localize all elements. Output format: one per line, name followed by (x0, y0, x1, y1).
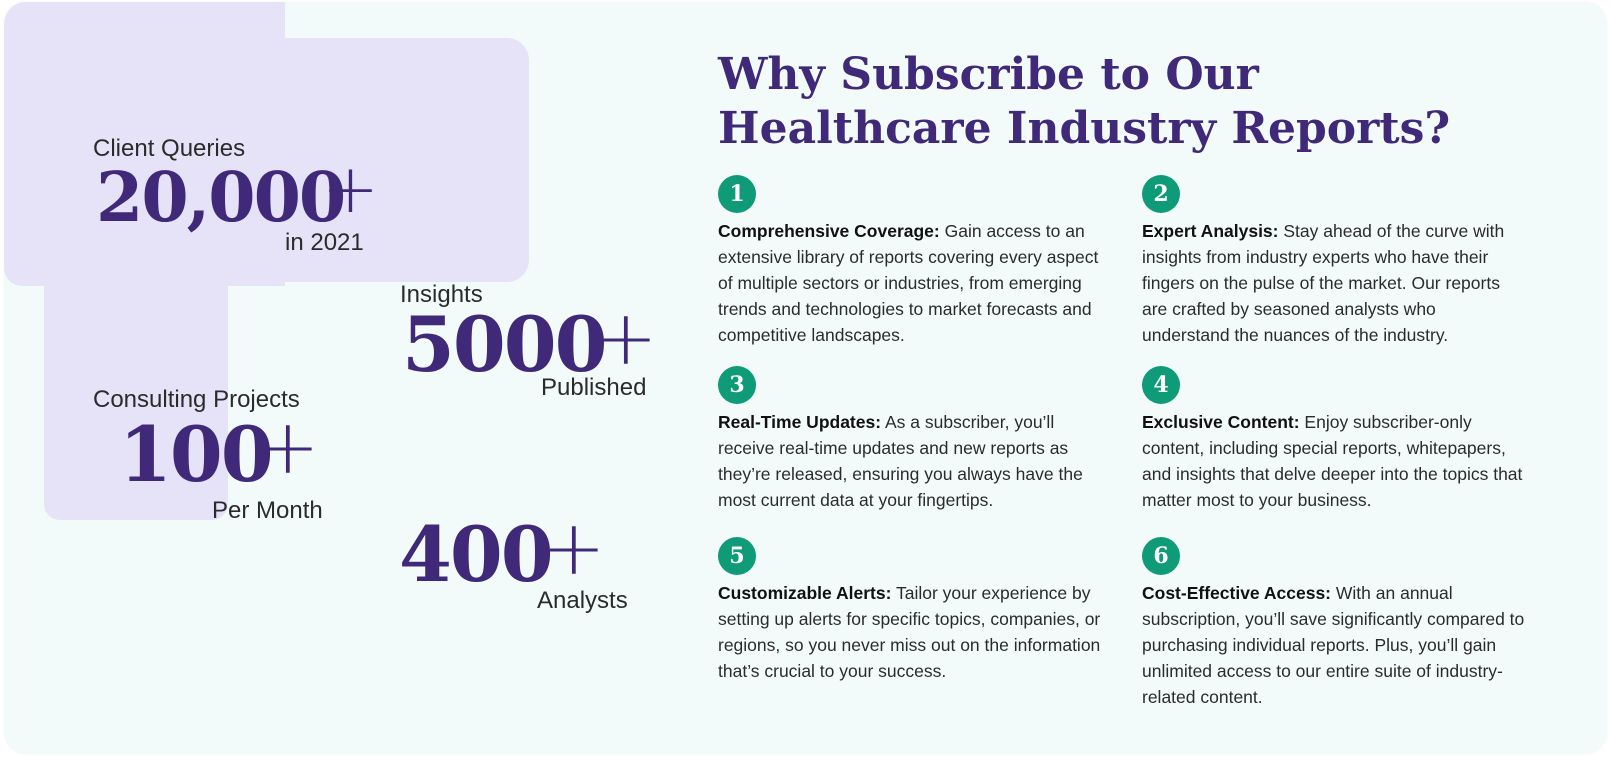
feature-item: 3 Real-Time Updates: As a subscriber, yo… (718, 366, 1103, 513)
feature-text: Enjoy subscriber-only content, including… (1142, 412, 1523, 510)
stat-insights-label: Insights (400, 281, 483, 308)
feature-item: 4 Exclusive Content: Enjoy subscriber-on… (1142, 366, 1527, 513)
feature-description: Cost-Effective Access: With an annual su… (1142, 580, 1527, 710)
feature-text: As a subscriber, you’ll receive real-tim… (718, 412, 1083, 510)
feature-title: Customizable Alerts: (718, 583, 892, 603)
feature-text: Gain access to an extensive library of r… (718, 221, 1099, 345)
stat-analysts-plus: + (542, 503, 606, 592)
stat-analysts-suffix: Analysts (537, 587, 628, 614)
feature-description: Customizable Alerts: Tailor your experie… (718, 580, 1103, 684)
stat-client-queries-suffix: in 2021 (285, 229, 364, 256)
feature-item: 1 Comprehensive Coverage: Gain access to… (718, 175, 1103, 348)
feature-title: Exclusive Content: (1142, 412, 1300, 432)
section-heading: Why Subscribe to Our Healthcare Industry… (718, 49, 1451, 154)
feature-item: 2 Expert Analysis: Stay ahead of the cur… (1142, 175, 1527, 348)
stat-consulting-label: Consulting Projects (93, 386, 300, 413)
feature-item: 5 Customizable Alerts: Tailor your exper… (718, 537, 1103, 684)
feature-item: 6 Cost-Effective Access: With an annual … (1142, 537, 1527, 710)
stat-consulting-value: 100 (119, 410, 274, 499)
decorative-shape (44, 38, 529, 282)
feature-description: Comprehensive Coverage: Gain access to a… (718, 218, 1103, 348)
feature-number-badge: 5 (718, 537, 756, 575)
feature-title: Comprehensive Coverage: (718, 221, 940, 241)
feature-number-badge: 1 (718, 175, 756, 213)
feature-description: Real-Time Updates: As a subscriber, you’… (718, 409, 1103, 513)
feature-text: Tailor your experience by setting up ale… (718, 583, 1101, 681)
feature-title: Expert Analysis: (1142, 221, 1279, 241)
stat-client-queries-plus: + (322, 150, 379, 229)
feature-title: Cost-Effective Access: (1142, 583, 1332, 603)
feature-number-badge: 4 (1142, 366, 1180, 404)
feature-number-badge: 3 (718, 366, 756, 404)
decorative-shape (44, 270, 228, 520)
feature-number-badge: 6 (1142, 537, 1180, 575)
stat-client-queries-value: 20,000 (96, 158, 346, 238)
stat-insights-suffix: Published (541, 374, 647, 401)
stat-insights-plus: + (594, 293, 658, 382)
stat-client-queries-label: Client Queries (93, 135, 246, 162)
stat-analysts-value: 400 (399, 510, 554, 599)
feature-description: Expert Analysis: Stay ahead of the curve… (1142, 218, 1527, 348)
stat-insights-value: 5000 (402, 300, 608, 389)
stat-consulting-plus: + (256, 402, 320, 491)
feature-description: Exclusive Content: Enjoy subscriber-only… (1142, 409, 1527, 513)
feature-text: Stay ahead of the curve with insights fr… (1142, 221, 1505, 345)
feature-text: With an annual subscription, you’ll save… (1142, 583, 1525, 707)
feature-number-badge: 2 (1142, 175, 1180, 213)
stat-consulting-suffix: Per Month (212, 497, 323, 524)
feature-title: Real-Time Updates: (718, 412, 882, 432)
